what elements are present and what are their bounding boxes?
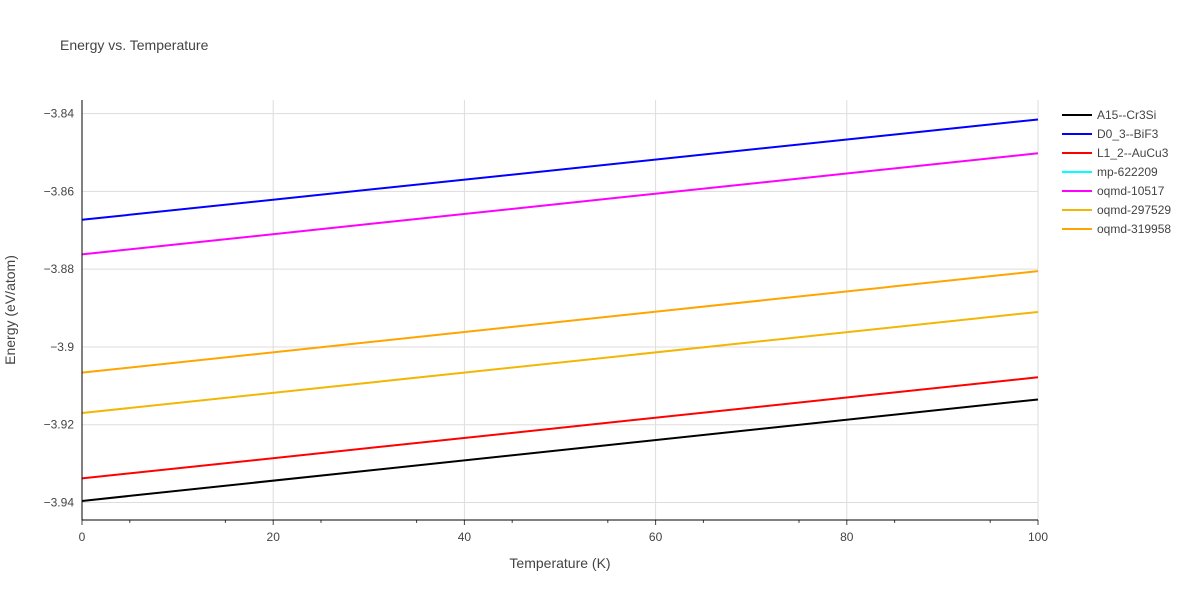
series-line-d0-3-bif3 <box>81 118 1039 221</box>
legend-label: A15--Cr3Si <box>1097 108 1156 122</box>
legend-label: oqmd-10517 <box>1097 184 1165 198</box>
legend-label: mp-622209 <box>1097 165 1158 179</box>
legend-item[interactable]: oqmd-319958 <box>1062 222 1171 236</box>
chart-title: Energy vs. Temperature <box>60 37 209 53</box>
y-axis-label: Energy (eV/atom) <box>2 255 18 365</box>
legend-item[interactable]: A15--Cr3Si <box>1062 108 1156 122</box>
y-tick-label: −3.86 <box>44 184 75 198</box>
legend-label: D0_3--BiF3 <box>1097 127 1159 141</box>
legend-label: oqmd-319958 <box>1097 222 1171 236</box>
x-tick-label: 100 <box>1028 530 1048 544</box>
series-line-l1-2-aucu3 <box>81 376 1039 480</box>
legend-item[interactable]: mp-622209 <box>1062 165 1158 179</box>
legend-item[interactable]: L1_2--AuCu3 <box>1062 146 1169 160</box>
grid <box>82 100 1039 520</box>
legend-item[interactable]: oqmd-10517 <box>1062 184 1165 198</box>
y-tick-label: −3.88 <box>44 262 75 276</box>
legend-label: oqmd-297529 <box>1097 203 1171 217</box>
x-tick-label: 20 <box>267 530 281 544</box>
series-line-oqmd-10517 <box>81 152 1039 256</box>
legend-item[interactable]: D0_3--BiF3 <box>1062 127 1159 141</box>
tick-labels: 0 20 40 60 80 100 −3.94 −3.92 −3.9 −3.88 −3.86 −3.8… <box>44 107 1049 544</box>
legend-label: L1_2--AuCu3 <box>1097 146 1169 160</box>
x-tick-label: 0 <box>79 530 86 544</box>
x-axis-label: Temperature (K) <box>509 555 610 571</box>
y-tick-label: −3.94 <box>44 496 75 510</box>
y-tick-label: −3.84 <box>44 107 75 121</box>
y-tick-label: −3.92 <box>44 418 75 432</box>
legend-item[interactable]: oqmd-297529 <box>1062 203 1171 217</box>
x-tick-label: 60 <box>649 530 663 544</box>
series-lines <box>81 118 1039 502</box>
y-tick-label: −3.9 <box>50 340 74 354</box>
series-line-oqmd-319958 <box>81 270 1039 374</box>
series-line-oqmd-297529 <box>81 310 1039 415</box>
axes <box>81 100 1039 525</box>
legend[interactable]: A15--Cr3Si D0_3--BiF3 L1_2--AuCu3 mp-622209… <box>1062 108 1171 236</box>
x-tick-label: 80 <box>840 530 854 544</box>
x-tick-label: 40 <box>458 530 472 544</box>
series-line-a15-cr3si <box>81 398 1039 502</box>
